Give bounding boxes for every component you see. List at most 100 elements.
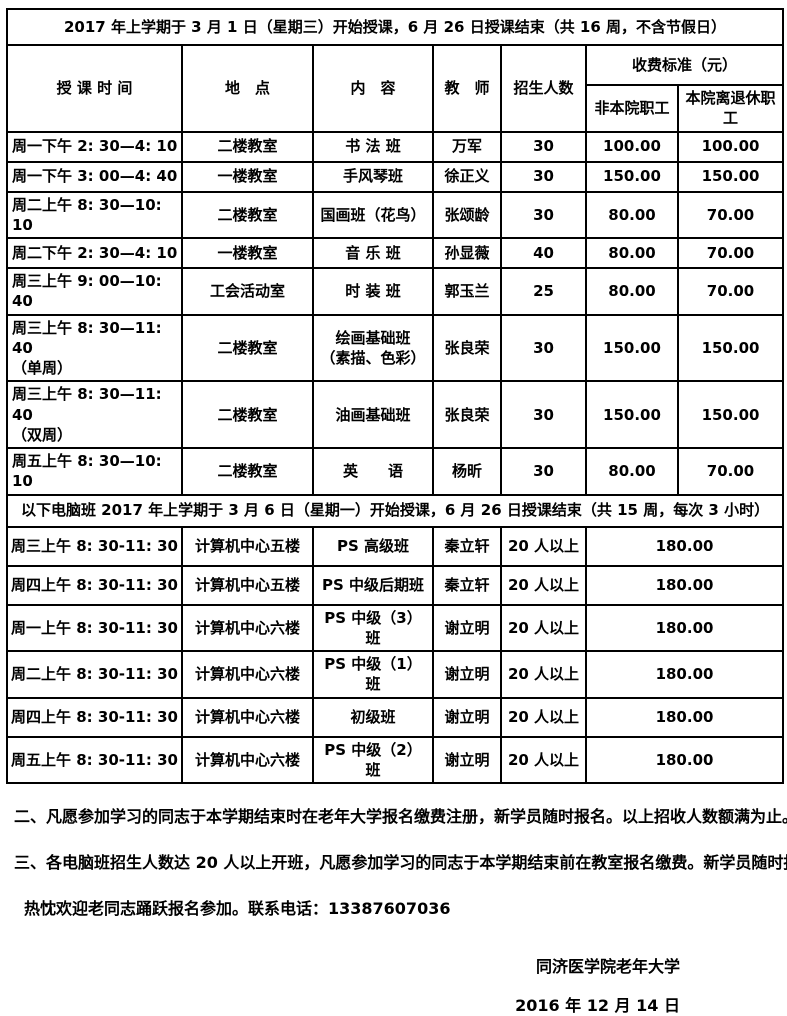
location-cell: 二楼教室 — [181, 130, 314, 163]
course-row: 周五上午 8: 30—10: 10 二楼教室 英 语 杨昕 30 80.00 7… — [6, 447, 785, 496]
location-cell: 计算机中心六楼 — [181, 696, 314, 738]
semester-title: 2017 年上学期于 3 月 1 日（星期三）开始授课，6 月 26 日授课结束… — [5, 8, 785, 46]
header-fee-retired: 本院离退休职工 — [676, 84, 785, 133]
time-cell: 周一上午 8: 30-11: 30 — [6, 603, 183, 652]
enrollment-cell: 40 — [500, 237, 587, 269]
enrollment-cell: 25 — [500, 267, 587, 316]
fee-retired-cell: 150.00 — [676, 160, 785, 193]
time-cell: 周五上午 8: 30-11: 30 — [6, 735, 183, 784]
teacher-cell: 谢立明 — [432, 603, 502, 652]
content-cell: 绘画基础班 （素描、色彩） — [312, 313, 434, 383]
computer-course-row: 周一上午 8: 30-11: 30 计算机中心六楼 PS 中级（3）班 谢立明 … — [6, 603, 785, 652]
course-row: 周二上午 8: 30—10: 10 二楼教室 国画班（花鸟） 张颂龄 30 80… — [6, 190, 785, 239]
teacher-cell: 张良荣 — [432, 313, 502, 383]
fee-retired-cell: 70.00 — [676, 237, 785, 269]
document-page: 2017 年上学期于 3 月 1 日（星期三）开始授课，6 月 26 日授课结束… — [5, 8, 787, 1015]
computer-section-row: 以下电脑班 2017 年上学期于 3 月 6 日（星期一）开始授课，6 月 26… — [5, 493, 785, 528]
header-fee-group: 收费标准（元） — [584, 44, 785, 86]
content-cell: 时 装 班 — [312, 267, 434, 316]
fee-nonstaff-cell: 150.00 — [585, 160, 679, 193]
computer-course-row: 周四上午 8: 30-11: 30 计算机中心六楼 初级班 谢立明 20 人以上… — [6, 696, 785, 738]
teacher-cell: 孙显薇 — [432, 237, 502, 269]
teacher-cell: 徐正义 — [432, 160, 502, 193]
enrollment-cell: 20 人以上 — [500, 735, 587, 784]
teacher-cell: 万军 — [432, 130, 502, 163]
computer-course-row: 周三上午 8: 30-11: 30 计算机中心五楼 PS 高级班 秦立轩 20 … — [6, 525, 785, 567]
signing-organization: 同济医学院老年大学 — [535, 957, 680, 976]
teacher-cell: 张良荣 — [432, 380, 502, 449]
course-row: 周一下午 2: 30—4: 10 二楼教室 书 法 班 万军 30 100.00… — [6, 130, 785, 163]
time-cell: 周三上午 9: 00—10: 40 — [6, 267, 183, 316]
header-enrollment: 招生人数 — [500, 44, 587, 133]
fee-nonstaff-cell: 80.00 — [585, 447, 679, 496]
time-cell: 周三上午 8: 30—11: 40 （单周） — [6, 313, 183, 383]
enrollment-cell: 20 人以上 — [500, 525, 587, 567]
computer-course-row: 周二上午 8: 30-11: 30 计算机中心六楼 PS 中级（1）班 谢立明 … — [6, 650, 785, 699]
time-cell: 周三上午 8: 30—11: 40 （双周） — [6, 380, 183, 449]
fee-retired-cell: 150.00 — [676, 380, 785, 449]
time-cell: 周二下午 2: 30—4: 10 — [6, 237, 183, 269]
header-row: 授 课 时 间 地 点 内 容 教 师 招生人数 收费标准（元） — [6, 44, 785, 133]
location-cell: 二楼教室 — [181, 190, 314, 239]
fee-cell: 180.00 — [584, 735, 785, 784]
time-cell: 周一下午 3: 00—4: 40 — [6, 160, 183, 193]
location-cell: 计算机中心六楼 — [181, 735, 314, 784]
location-cell: 一楼教室 — [181, 160, 314, 193]
document-footer: 同济医学院老年大学 2016 年 12 月 14 日 — [6, 953, 787, 1016]
teacher-cell: 杨昕 — [432, 447, 502, 496]
enrollment-cell: 30 — [500, 313, 587, 383]
content-cell: 国画班（花鸟） — [312, 190, 434, 239]
enrollment-cell: 30 — [500, 160, 587, 193]
location-cell: 工会活动室 — [181, 267, 314, 316]
signing-date: 2016 年 12 月 14 日 — [515, 996, 680, 1015]
teacher-cell: 谢立明 — [432, 696, 502, 738]
time-cell: 周五上午 8: 30—10: 10 — [6, 447, 183, 496]
time-cell: 周二上午 8: 30-11: 30 — [6, 650, 183, 699]
fee-retired-cell: 100.00 — [676, 130, 785, 163]
note-registration: 二、凡愿参加学习的同志于本学期结束时在老年大学报名缴费注册，新学员随时报名。以上… — [14, 807, 787, 826]
note-welcome-contact: 热忱欢迎老同志踊跃报名参加。联系电话：13387607036 — [24, 899, 451, 918]
enrollment-cell: 20 人以上 — [500, 650, 587, 699]
enrollment-cell: 30 — [500, 130, 587, 163]
header-location: 地 点 — [181, 44, 314, 133]
header-content: 内 容 — [312, 44, 434, 133]
computer-course-row: 周四上午 8: 30-11: 30 计算机中心五楼 PS 中级后期班 秦立轩 2… — [6, 564, 785, 606]
fee-retired-cell: 70.00 — [676, 267, 785, 316]
location-cell: 计算机中心六楼 — [181, 603, 314, 652]
teacher-cell: 谢立明 — [432, 735, 502, 784]
content-cell: PS 中级（2）班 — [312, 735, 434, 784]
fee-retired-cell: 150.00 — [676, 313, 785, 383]
enrollment-cell: 20 人以上 — [500, 564, 587, 606]
teacher-cell: 郭玉兰 — [432, 267, 502, 316]
location-cell: 一楼教室 — [181, 237, 314, 269]
header-teacher: 教 师 — [432, 44, 502, 133]
course-row: 周二下午 2: 30—4: 10 一楼教室 音 乐 班 孙显薇 40 80.00… — [6, 237, 785, 269]
computer-section-title: 以下电脑班 2017 年上学期于 3 月 6 日（星期一）开始授课，6 月 26… — [5, 493, 785, 528]
fee-nonstaff-cell: 80.00 — [585, 267, 679, 316]
table-title-row: 2017 年上学期于 3 月 1 日（星期三）开始授课，6 月 26 日授课结束… — [5, 8, 785, 46]
course-row: 周一下午 3: 00—4: 40 一楼教室 手风琴班 徐正义 30 150.00… — [6, 160, 785, 193]
content-cell: 书 法 班 — [312, 130, 434, 163]
enrollment-cell: 20 人以上 — [500, 603, 587, 652]
teacher-cell: 秦立轩 — [432, 564, 502, 606]
content-cell: 音 乐 班 — [312, 237, 434, 269]
course-schedule-table: 2017 年上学期于 3 月 1 日（星期三）开始授课，6 月 26 日授课结束… — [5, 8, 785, 784]
content-cell: PS 中级（1）班 — [312, 650, 434, 699]
time-cell: 周三上午 8: 30-11: 30 — [6, 525, 183, 567]
course-row: 周三上午 8: 30—11: 40 （单周） 二楼教室 绘画基础班 （素描、色彩… — [6, 313, 785, 383]
content-cell: 油画基础班 — [312, 380, 434, 449]
teacher-cell: 谢立明 — [432, 650, 502, 699]
content-cell: 英 语 — [312, 447, 434, 496]
course-row: 周三上午 9: 00—10: 40 工会活动室 时 装 班 郭玉兰 25 80.… — [6, 267, 785, 316]
header-fee-non-staff: 非本院职工 — [585, 84, 679, 133]
content-cell: PS 中级后期班 — [312, 564, 434, 606]
header-subrow: 非本院职工 本院离退休职工 — [7, 84, 785, 133]
location-cell: 二楼教室 — [181, 313, 314, 383]
content-cell: 初级班 — [312, 696, 434, 738]
fee-nonstaff-cell: 150.00 — [585, 380, 679, 449]
notes-section: 二、凡愿参加学习的同志于本学期结束时在老年大学报名缴费注册，新学员随时报名。以上… — [8, 803, 787, 919]
location-cell: 计算机中心六楼 — [181, 650, 314, 699]
location-cell: 计算机中心五楼 — [181, 525, 314, 567]
enrollment-cell: 30 — [500, 447, 587, 496]
fee-nonstaff-cell: 80.00 — [585, 190, 679, 239]
